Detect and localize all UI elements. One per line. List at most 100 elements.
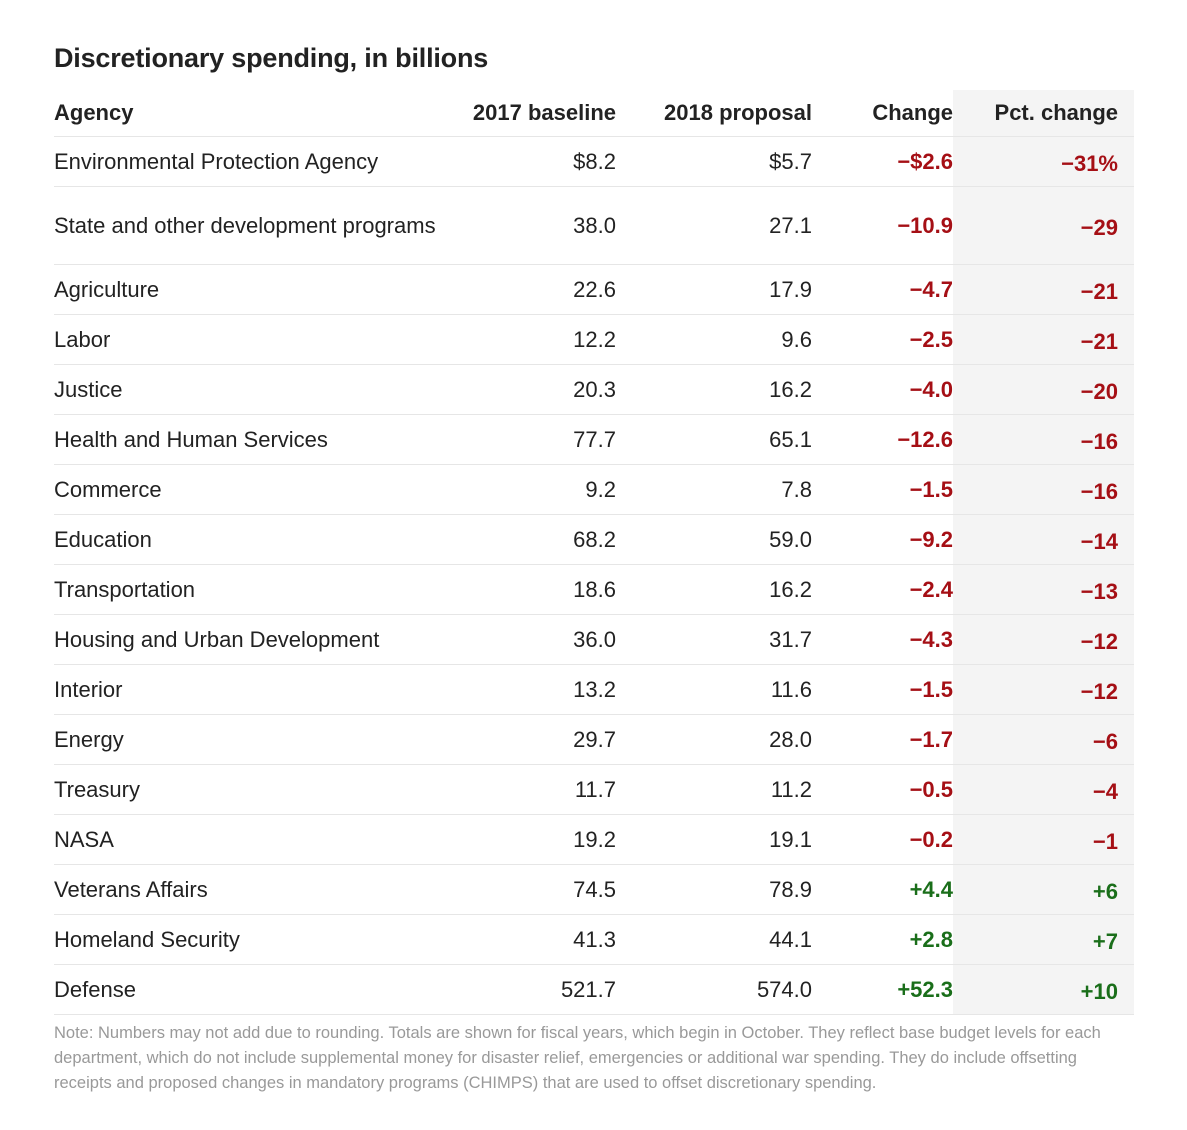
proposal-cell: 17.9	[616, 264, 812, 315]
pct-change-cell: −20	[953, 364, 1134, 415]
baseline-cell: 20.3	[454, 364, 616, 415]
agency-cell: Justice	[54, 364, 454, 415]
agency-cell: Agriculture	[54, 264, 454, 315]
change-cell: −2.5	[812, 314, 953, 365]
baseline-cell: 12.2	[454, 314, 616, 365]
proposal-cell: 9.6	[616, 314, 812, 365]
change-cell: −$2.6	[812, 136, 953, 187]
change-cell: −0.5	[812, 764, 953, 815]
change-cell: −4.7	[812, 264, 953, 315]
proposal-cell: 19.1	[616, 814, 812, 865]
agency-cell: Education	[54, 514, 454, 565]
agency-cell: NASA	[54, 814, 454, 865]
proposal-cell: 7.8	[616, 464, 812, 515]
pct-change-cell: −14	[953, 514, 1134, 565]
proposal-cell: 28.0	[616, 714, 812, 765]
change-cell: +52.3	[812, 964, 953, 1015]
baseline-cell: 68.2	[454, 514, 616, 565]
table-row: NASA 19.2 19.1 −0.2 −1	[54, 814, 1134, 865]
change-cell: −2.4	[812, 564, 953, 615]
proposal-cell: 16.2	[616, 364, 812, 415]
baseline-cell: 19.2	[454, 814, 616, 865]
table-row: Justice 20.3 16.2 −4.0 −20	[54, 364, 1134, 415]
agency-cell: Veterans Affairs	[54, 864, 454, 915]
pct-change-cell: −16	[953, 464, 1134, 515]
change-cell: −0.2	[812, 814, 953, 865]
header-agency: Agency	[54, 90, 454, 137]
baseline-cell: 74.5	[454, 864, 616, 915]
agency-cell: Health and Human Services	[54, 414, 454, 465]
proposal-cell: 44.1	[616, 914, 812, 965]
pct-change-cell: −21	[953, 264, 1134, 315]
table-row: Housing and Urban Development 36.0 31.7 −4.…	[54, 614, 1134, 665]
baseline-cell: 18.6	[454, 564, 616, 615]
baseline-cell: 36.0	[454, 614, 616, 665]
agency-cell: Treasury	[54, 764, 454, 815]
proposal-cell: 11.6	[616, 664, 812, 715]
baseline-cell: 11.7	[454, 764, 616, 815]
pct-change-cell: +6	[953, 864, 1134, 915]
spending-table: Agency 2017 baseline 2018 proposal Chang…	[54, 90, 1134, 1015]
table-row: Defense 521.7 574.0 +52.3 +10	[54, 964, 1134, 1015]
table-row: Veterans Affairs 74.5 78.9 +4.4 +6	[54, 864, 1134, 915]
agency-cell: Commerce	[54, 464, 454, 515]
proposal-cell: 574.0	[616, 964, 812, 1015]
agency-cell: Interior	[54, 664, 454, 715]
agency-cell: Housing and Urban Development	[54, 614, 454, 665]
spending-table-figure: Discretionary spending, in billions Agen…	[54, 38, 1134, 1096]
table-row: Energy 29.7 28.0 −1.7 −6	[54, 714, 1134, 765]
change-cell: +4.4	[812, 864, 953, 915]
agency-cell: State and other development programs	[54, 186, 454, 265]
pct-change-cell: +10	[953, 964, 1134, 1015]
table-header-row: Agency 2017 baseline 2018 proposal Chang…	[54, 90, 1134, 137]
baseline-cell: 38.0	[454, 186, 616, 265]
baseline-cell: $8.2	[454, 136, 616, 187]
proposal-cell: 11.2	[616, 764, 812, 815]
baseline-cell: 13.2	[454, 664, 616, 715]
agency-cell: Labor	[54, 314, 454, 365]
change-cell: −1.5	[812, 464, 953, 515]
table-row: Commerce 9.2 7.8 −1.5 −16	[54, 464, 1134, 515]
change-cell: −4.0	[812, 364, 953, 415]
pct-change-cell: −16	[953, 414, 1134, 465]
proposal-cell: $5.7	[616, 136, 812, 187]
table-row: Labor 12.2 9.6 −2.5 −21	[54, 314, 1134, 365]
table-row: Health and Human Services 77.7 65.1 −12.6 −1…	[54, 414, 1134, 465]
pct-change-cell: −29	[953, 186, 1134, 265]
table-row: Education 68.2 59.0 −9.2 −14	[54, 514, 1134, 565]
baseline-cell: 521.7	[454, 964, 616, 1015]
change-cell: −1.7	[812, 714, 953, 765]
pct-change-cell: −1	[953, 814, 1134, 865]
footnote: Note: Numbers may not add due to roundin…	[54, 1024, 1101, 1092]
proposal-cell: 16.2	[616, 564, 812, 615]
header-pct-change: Pct. change	[953, 90, 1134, 137]
agency-cell: Environmental Protection Agency	[54, 136, 454, 187]
change-cell: −9.2	[812, 514, 953, 565]
table-row: Homeland Security 41.3 44.1 +2.8 +7	[54, 914, 1134, 965]
header-change: Change	[812, 90, 953, 137]
pct-change-cell: −31%	[953, 136, 1134, 187]
pct-change-cell: −12	[953, 614, 1134, 665]
proposal-cell: 27.1	[616, 186, 812, 265]
change-cell: +2.8	[812, 914, 953, 965]
pct-change-cell: −4	[953, 764, 1134, 815]
header-2017-baseline: 2017 baseline	[454, 90, 616, 137]
agency-cell: Homeland Security	[54, 914, 454, 965]
proposal-cell: 78.9	[616, 864, 812, 915]
change-cell: −10.9	[812, 186, 953, 265]
table-row: State and other development programs 38.0…	[54, 186, 1134, 265]
table-body: Environmental Protection Agency $8.2 $5.7−…	[54, 136, 1134, 1015]
table-title: Discretionary spending, in billions	[54, 43, 489, 73]
baseline-cell: 9.2	[454, 464, 616, 515]
pct-change-cell: −12	[953, 664, 1134, 715]
agency-cell: Transportation	[54, 564, 454, 615]
header-2018-proposal: 2018 proposal	[616, 90, 812, 137]
table-row: Interior 13.2 11.6 −1.5 −12	[54, 664, 1134, 715]
table-row: Transportation 18.6 16.2 −2.4 −13	[54, 564, 1134, 615]
pct-change-cell: +7	[953, 914, 1134, 965]
baseline-cell: 22.6	[454, 264, 616, 315]
pct-change-cell: −21	[953, 314, 1134, 365]
pct-change-cell: −13	[953, 564, 1134, 615]
baseline-cell: 29.7	[454, 714, 616, 765]
change-cell: −1.5	[812, 664, 953, 715]
